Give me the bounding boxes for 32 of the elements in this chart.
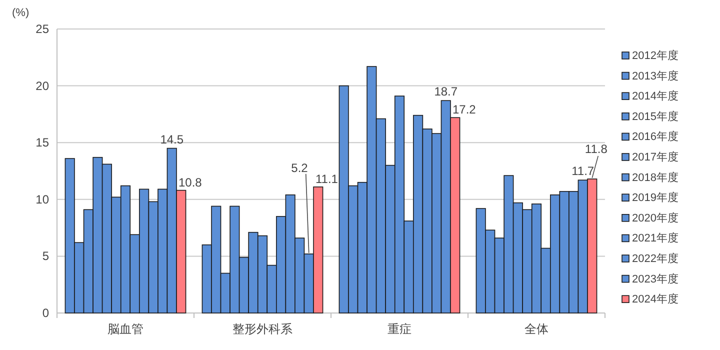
legend-label: 2024年度 xyxy=(632,292,678,306)
legend-label: 2017年度 xyxy=(632,150,678,164)
legend-label: 2013年度 xyxy=(632,69,678,82)
data-label: 11.8 xyxy=(584,142,608,156)
legend-label: 2021年度 xyxy=(632,232,678,245)
legend-label: 2019年度 xyxy=(632,191,678,204)
data-label: 18.7 xyxy=(434,84,458,99)
x-tick-label: 全体 xyxy=(524,322,548,336)
data-label: 17.2 xyxy=(452,102,476,117)
legend-label: 2022年度 xyxy=(632,252,678,265)
y-tick-label: 5 xyxy=(42,249,50,264)
legend-label: 2014年度 xyxy=(632,90,678,103)
legend-label: 2015年度 xyxy=(632,110,678,123)
data-label: 5.2 xyxy=(291,160,308,175)
y-axis-title: (%) xyxy=(12,7,30,19)
y-tick-label: 25 xyxy=(36,22,50,36)
x-tick-label: 整形外科系 xyxy=(232,322,292,336)
legend-label: 2012年度 xyxy=(632,49,678,62)
legend-label: 2020年度 xyxy=(632,211,678,224)
legend-label: 2018年度 xyxy=(632,170,678,184)
y-tick-label: 20 xyxy=(36,78,50,93)
y-tick-label: 0 xyxy=(42,306,50,320)
data-label: 10.8 xyxy=(178,175,202,190)
legend-label: 2023年度 xyxy=(632,272,678,286)
x-tick-label: 重症 xyxy=(388,322,412,336)
y-tick-label: 10 xyxy=(36,192,50,206)
legend-label: 2016年度 xyxy=(632,130,678,144)
y-tick-label: 15 xyxy=(36,136,50,150)
data-label: 11.7 xyxy=(572,164,594,178)
data-label: 14.5 xyxy=(160,132,184,146)
x-tick-label: 脳血管 xyxy=(108,322,144,336)
data-label: 11.1 xyxy=(316,172,338,186)
